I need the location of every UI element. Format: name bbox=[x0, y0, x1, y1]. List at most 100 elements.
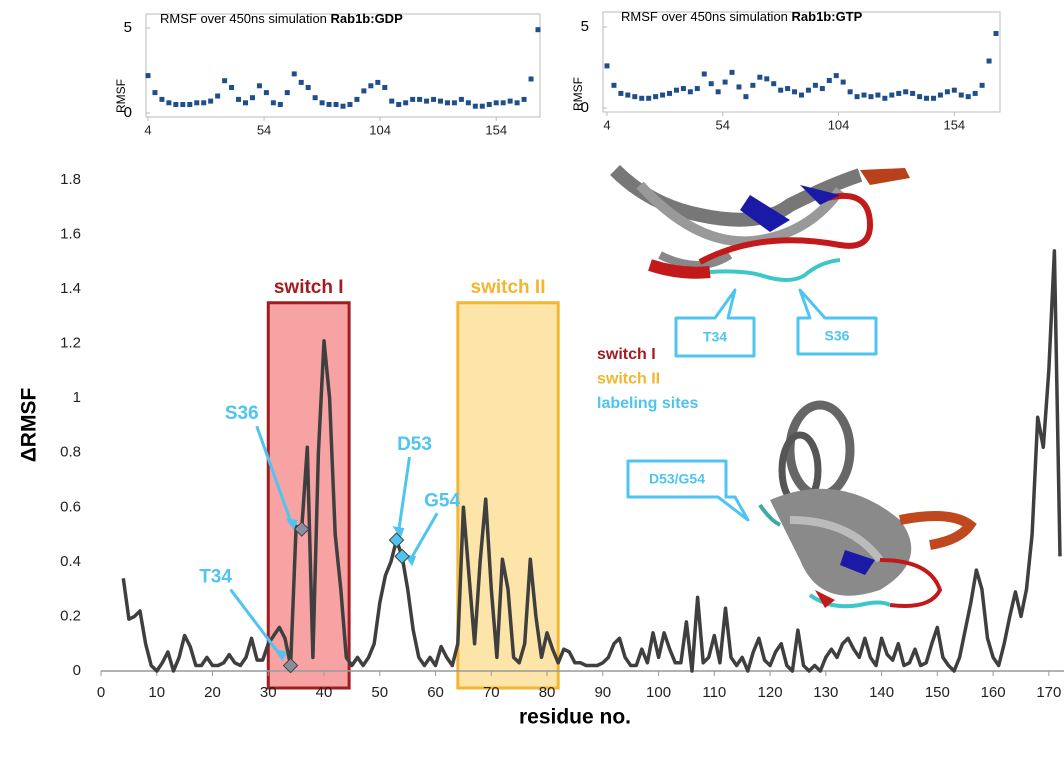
data-point bbox=[187, 102, 192, 107]
x-tick-label: 30 bbox=[260, 684, 277, 701]
data-point bbox=[820, 86, 825, 91]
data-point bbox=[771, 81, 776, 86]
data-point bbox=[716, 89, 721, 94]
y-tick-label: 1.8 bbox=[60, 171, 81, 188]
data-point bbox=[271, 100, 276, 105]
data-point bbox=[159, 97, 164, 102]
data-point bbox=[278, 102, 283, 107]
x-tick-label: 170 bbox=[1036, 684, 1061, 701]
inset-title-text: RMSF over 450ns simulation bbox=[621, 9, 792, 24]
x-tick-label: 80 bbox=[539, 684, 556, 701]
data-point bbox=[327, 102, 332, 107]
inset-title-bold: Rab1b:GDP bbox=[331, 11, 404, 26]
highlight-point bbox=[395, 549, 409, 563]
protein-structure-bottom bbox=[760, 405, 970, 608]
data-point bbox=[778, 88, 783, 93]
legend-entry: labeling sites bbox=[597, 395, 698, 412]
data-point bbox=[243, 100, 248, 105]
data-point bbox=[723, 80, 728, 85]
data-point bbox=[695, 86, 700, 91]
data-point bbox=[431, 97, 436, 102]
data-point bbox=[229, 85, 234, 90]
data-point bbox=[341, 104, 346, 109]
inset-title-text: RMSF over 450ns simulation bbox=[160, 11, 331, 26]
data-point bbox=[299, 80, 304, 85]
data-point bbox=[222, 78, 227, 83]
data-point bbox=[396, 102, 401, 107]
data-point bbox=[173, 102, 178, 107]
data-point bbox=[959, 93, 964, 98]
data-point bbox=[334, 102, 339, 107]
y-tick-label: 0.2 bbox=[60, 607, 81, 624]
data-point bbox=[625, 93, 630, 98]
data-point bbox=[605, 63, 610, 68]
data-point bbox=[736, 84, 741, 89]
data-point bbox=[480, 104, 485, 109]
data-point bbox=[459, 97, 464, 102]
data-point bbox=[166, 100, 171, 105]
data-point bbox=[522, 97, 527, 102]
data-point bbox=[674, 88, 679, 93]
data-point bbox=[966, 94, 971, 99]
data-point bbox=[347, 102, 352, 107]
x-tick-label: 160 bbox=[981, 684, 1006, 701]
data-point bbox=[403, 100, 408, 105]
data-point bbox=[806, 88, 811, 93]
data-point bbox=[611, 83, 616, 88]
y-axis-label: RMSF bbox=[571, 77, 585, 111]
inset-title: RMSF over 450ns simulation Rab1b:GDP bbox=[160, 11, 403, 26]
data-point bbox=[250, 95, 255, 100]
data-point bbox=[952, 88, 957, 93]
data-point bbox=[424, 99, 429, 104]
y-axis-label: RMSF bbox=[114, 79, 128, 113]
point-label: D53 bbox=[397, 434, 432, 455]
x-tick-label: 100 bbox=[646, 684, 671, 701]
data-point bbox=[750, 83, 755, 88]
data-point bbox=[417, 97, 422, 102]
data-point bbox=[646, 96, 651, 101]
data-point bbox=[785, 86, 790, 91]
data-point bbox=[994, 31, 999, 36]
x-tick-label: 104 bbox=[369, 122, 391, 137]
data-point bbox=[515, 100, 520, 105]
y-tick-label: 1.6 bbox=[60, 226, 81, 243]
x-tick-label: 70 bbox=[483, 684, 500, 701]
data-point bbox=[508, 99, 513, 104]
data-point bbox=[501, 100, 506, 105]
data-point bbox=[320, 100, 325, 105]
data-point bbox=[973, 91, 978, 96]
data-point bbox=[889, 93, 894, 98]
data-point bbox=[660, 93, 665, 98]
x-tick-label: 54 bbox=[257, 122, 271, 137]
data-line bbox=[123, 251, 1060, 671]
data-point bbox=[438, 99, 443, 104]
data-point bbox=[709, 81, 714, 86]
data-point bbox=[764, 76, 769, 81]
data-point bbox=[667, 91, 672, 96]
y-tick-label: 0 bbox=[73, 662, 81, 679]
data-point bbox=[827, 78, 832, 83]
data-point bbox=[201, 100, 206, 105]
data-point bbox=[452, 100, 457, 105]
data-point bbox=[862, 93, 867, 98]
region-label: switch II bbox=[471, 277, 546, 298]
data-point bbox=[938, 93, 943, 98]
data-point bbox=[792, 89, 797, 94]
data-point bbox=[917, 94, 922, 99]
y-tick-label: 1.4 bbox=[60, 280, 81, 297]
data-point bbox=[841, 80, 846, 85]
data-point bbox=[639, 96, 644, 101]
data-point bbox=[882, 96, 887, 101]
data-point bbox=[910, 91, 915, 96]
x-tick-label: 150 bbox=[925, 684, 950, 701]
x-tick-label: 4 bbox=[603, 117, 610, 132]
data-point bbox=[855, 94, 860, 99]
point-label: S36 bbox=[225, 403, 259, 424]
y-tick-label: 1.2 bbox=[60, 335, 81, 352]
x-tick-label: 104 bbox=[828, 117, 850, 132]
y-tick-label: 0.8 bbox=[60, 444, 81, 461]
y-tick-label: 1 bbox=[73, 389, 81, 406]
data-point bbox=[306, 85, 311, 90]
x-tick-label: 90 bbox=[594, 684, 611, 701]
